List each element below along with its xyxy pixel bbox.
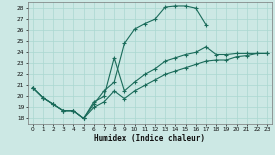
X-axis label: Humidex (Indice chaleur): Humidex (Indice chaleur) <box>94 134 205 143</box>
